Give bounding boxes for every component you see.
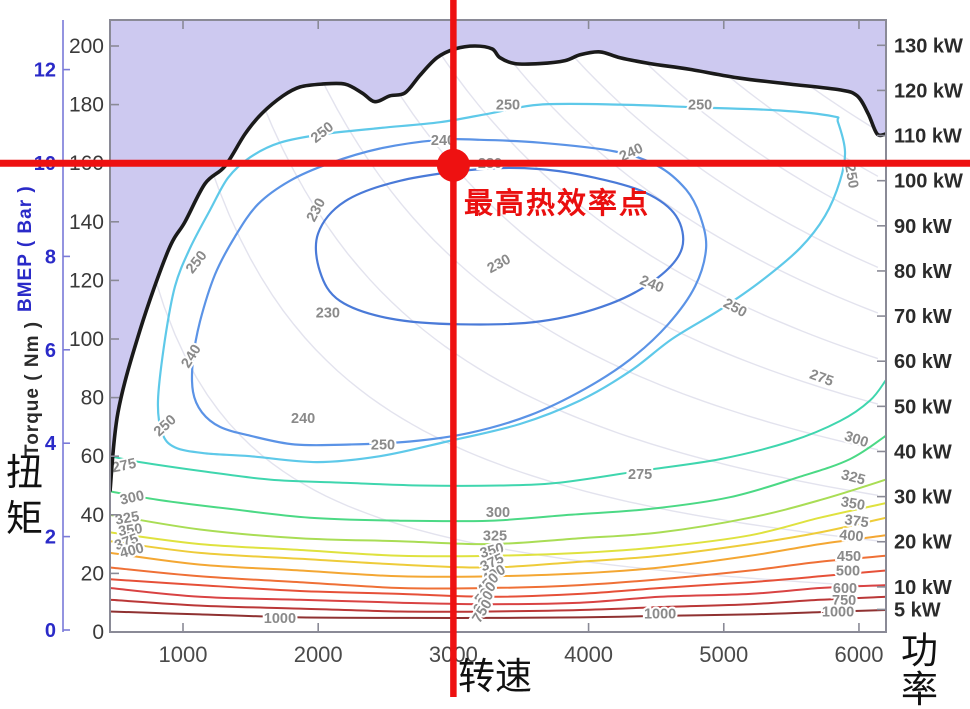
power-tick-label: 40 kW (894, 441, 952, 463)
contour-label: 375 (843, 512, 869, 531)
torque-tick-label: 200 (69, 35, 104, 58)
contour-label: 350 (839, 494, 866, 514)
contour-label: 240 (431, 133, 455, 149)
x-tick-label: 1000 (159, 642, 208, 667)
max-efficiency-annotation: 最高热效率点 (464, 188, 651, 220)
max-efficiency-point-marker (436, 148, 470, 182)
contour-350 (110, 502, 886, 558)
plot-border (109, 19, 887, 633)
contour-label: 750 (832, 593, 856, 609)
power-tick-label: 20 kW (894, 532, 952, 554)
bmep-tick-label: 8 (45, 246, 56, 268)
torque-cn-label: 扭矩 (6, 451, 43, 541)
contour-label: 275 (628, 467, 652, 483)
contour-label: 250 (371, 438, 395, 454)
contour-400 (110, 534, 886, 578)
outside-envelope-region (110, 20, 886, 492)
contour-label: 250 (841, 163, 861, 190)
power-tick-label: 130 kW (894, 35, 963, 57)
power-tick-label: 60 kW (894, 351, 952, 373)
contour-label: 250 (688, 98, 712, 114)
torque-tick-label: 180 (69, 94, 104, 117)
x-tick-label: 2000 (294, 642, 343, 667)
torque-tick-label: 0 (92, 621, 104, 644)
contour-325 (110, 478, 886, 546)
bmep-tick-label: 2 (45, 527, 56, 549)
contour-750 (110, 595, 886, 613)
contour-label: 600 (833, 581, 857, 597)
bmep-tick-label: 6 (45, 340, 56, 362)
contour-500 (110, 569, 886, 598)
power-tick-label: 50 kW (894, 396, 952, 418)
contour-label: 1000 (264, 611, 296, 627)
speed-cn-label: 转速 (458, 655, 532, 698)
contour-275 (110, 379, 886, 487)
bmep-tick-label: 12 (34, 60, 56, 82)
power-tick-label: 100 kW (894, 171, 963, 193)
power-tick-label: 90 kW (894, 216, 952, 238)
power-hyperbola (174, 36, 878, 542)
contour-label: 250 (496, 98, 520, 114)
torque-tick-label: 20 (81, 562, 104, 585)
contour-450 (110, 554, 886, 590)
torque-tick-label: 40 (81, 504, 104, 527)
contour-label: 230 (316, 306, 340, 322)
contour-600 (110, 584, 886, 606)
power-tick-label: 70 kW (894, 306, 952, 328)
torque-tick-label: 120 (69, 269, 104, 292)
power-cn-label: 功率 (901, 629, 938, 709)
x-tick-label: 5000 (699, 642, 748, 667)
power-hyperbola (479, 20, 879, 314)
power-hyperbola (294, 20, 879, 451)
torque-tick-label: 100 (69, 328, 104, 351)
power-tick-label: 120 kW (894, 80, 963, 102)
contour-1000 (110, 609, 886, 619)
contour-label: 1000 (644, 607, 676, 623)
contour-label: 350 (117, 521, 143, 540)
torque-tick-label: 140 (69, 211, 104, 234)
bmep-tick-label: 4 (45, 433, 57, 455)
torque-tick-label: 60 (81, 445, 104, 468)
power-hyperbola (417, 20, 879, 360)
x-tick-label: 6000 (834, 642, 883, 667)
contour-label: 325 (114, 509, 141, 529)
torque-tick-label: 80 (81, 387, 104, 410)
torque-axis-title: Torque ( Nm ) (22, 320, 43, 456)
power-hyperbola (541, 20, 879, 269)
bmep-axis-title: BMEP ( Bar ) (15, 185, 36, 312)
wot-max-torque-curve (110, 44, 886, 492)
contour-label: 240 (291, 411, 315, 427)
contour-240 (190, 137, 708, 447)
bmep-tick-label: 0 (45, 620, 56, 642)
power-tick-label: 80 kW (894, 261, 952, 283)
power-tick-label: 10 kW (894, 577, 952, 599)
contour-375 (110, 516, 886, 569)
contour-label: 500 (836, 564, 860, 580)
contour-label: 1000 (822, 605, 854, 621)
contour-label: 450 (837, 549, 861, 565)
power-tick-label: 5 kW (894, 599, 941, 621)
power-hyperbola (232, 20, 879, 496)
contour-300 (110, 434, 886, 523)
contour-label: 400 (839, 527, 865, 545)
contour-230 (314, 166, 685, 326)
power-tick-label: 30 kW (894, 487, 952, 509)
contour-label: 325 (483, 528, 507, 544)
contour-label: 300 (486, 505, 510, 521)
power-tick-label: 110 kW (894, 126, 962, 148)
x-tick-label: 4000 (564, 642, 613, 667)
